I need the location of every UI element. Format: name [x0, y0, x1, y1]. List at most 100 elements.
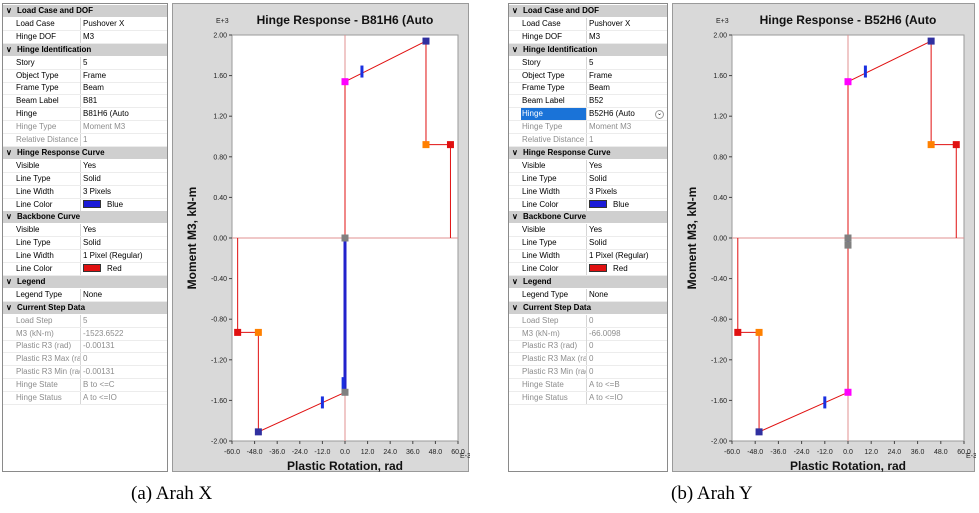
- property-row-object-type[interactable]: Object Type Frame: [509, 70, 667, 83]
- property-value[interactable]: Yes: [83, 224, 165, 236]
- property-row-line-color[interactable]: Line Color Blue: [509, 199, 667, 212]
- section-header-hinge-identification[interactable]: ∨ Hinge Identification: [509, 44, 667, 56]
- property-row-story[interactable]: Story 5: [3, 57, 167, 70]
- chevron-down-icon[interactable]: ∨: [6, 302, 12, 314]
- section-header-legend[interactable]: ∨ Legend: [509, 276, 667, 288]
- property-value[interactable]: 5: [83, 57, 165, 69]
- property-row-line-type[interactable]: Line Type Solid: [509, 237, 667, 250]
- chevron-down-icon[interactable]: ∨: [6, 276, 12, 288]
- property-value[interactable]: B81H6 (Auto: [83, 108, 165, 120]
- property-value[interactable]: 1 Pixel (Regular): [83, 250, 165, 262]
- property-row-hinge-dof[interactable]: Hinge DOF M3: [509, 31, 667, 44]
- property-row-beam-label[interactable]: Beam Label B52: [509, 95, 667, 108]
- section-header-hinge-identification[interactable]: ∨ Hinge Identification: [3, 44, 167, 56]
- section-title: Legend: [17, 276, 45, 288]
- section-header-legend[interactable]: ∨ Legend: [3, 276, 167, 288]
- property-row-frame-type[interactable]: Frame Type Beam: [3, 82, 167, 95]
- property-row-hinge-dof[interactable]: Hinge DOF M3: [3, 31, 167, 44]
- hinge-response-chart[interactable]: Hinge Response - B81H6 (Auto E+3 E-3 2.00 1.…: [172, 3, 469, 472]
- property-value[interactable]: Red: [589, 263, 665, 275]
- property-row-line-type[interactable]: Line Type Solid: [3, 237, 167, 250]
- property-value[interactable]: Yes: [589, 224, 665, 236]
- property-value[interactable]: 5: [589, 57, 665, 69]
- property-row-hinge[interactable]: Hinge B52H6 (Auto ⌄: [509, 108, 667, 121]
- property-row-object-type[interactable]: Object Type Frame: [3, 70, 167, 83]
- property-value[interactable]: 3 Pixels: [589, 186, 665, 198]
- property-row-line-color[interactable]: Line Color Red: [3, 263, 167, 276]
- property-value[interactable]: Beam: [589, 82, 665, 94]
- properties-grid[interactable]: ∨ Load Case and DOF Load Case Pushover X Hin…: [508, 3, 668, 472]
- color-swatch[interactable]: [589, 264, 607, 272]
- property-value[interactable]: Solid: [589, 237, 665, 249]
- property-value[interactable]: Solid: [589, 173, 665, 185]
- property-row-visible[interactable]: Visible Yes: [3, 224, 167, 237]
- property-row-load-case[interactable]: Load Case Pushover X: [3, 18, 167, 31]
- property-value[interactable]: Blue: [589, 199, 665, 211]
- property-row-line-color[interactable]: Line Color Red: [509, 263, 667, 276]
- property-value[interactable]: B81: [83, 95, 165, 107]
- property-row-line-width[interactable]: Line Width 3 Pixels: [3, 186, 167, 199]
- property-value[interactable]: None: [83, 289, 165, 301]
- property-value[interactable]: M3: [83, 31, 165, 43]
- property-value[interactable]: None: [589, 289, 665, 301]
- property-row-line-color[interactable]: Line Color Blue: [3, 199, 167, 212]
- property-row-line-width[interactable]: Line Width 3 Pixels: [509, 186, 667, 199]
- chevron-down-icon[interactable]: ∨: [6, 211, 12, 223]
- section-header-load-case-and-dof[interactable]: ∨ Load Case and DOF: [509, 5, 667, 17]
- property-value[interactable]: Pushover X: [83, 18, 165, 30]
- section-header-backbone-curve[interactable]: ∨ Backbone Curve: [509, 211, 667, 223]
- property-value[interactable]: Blue: [83, 199, 165, 211]
- hinge-response-chart[interactable]: Hinge Response - B52H6 (Auto E+3 E-3 2.00 1.…: [672, 3, 975, 472]
- property-row-hinge[interactable]: Hinge B81H6 (Auto: [3, 108, 167, 121]
- chevron-down-icon[interactable]: ∨: [512, 302, 518, 314]
- property-value[interactable]: 3 Pixels: [83, 186, 165, 198]
- properties-grid[interactable]: ∨ Load Case and DOF Load Case Pushover X Hin…: [2, 3, 168, 472]
- color-swatch[interactable]: [83, 200, 101, 208]
- property-value[interactable]: Frame: [589, 70, 665, 82]
- chevron-down-icon[interactable]: ∨: [512, 276, 518, 288]
- property-row-visible[interactable]: Visible Yes: [509, 224, 667, 237]
- section-header-current-step-data[interactable]: ∨ Current Step Data: [3, 302, 167, 314]
- chevron-down-icon[interactable]: ∨: [512, 147, 518, 159]
- section-header-current-step-data[interactable]: ∨ Current Step Data: [509, 302, 667, 314]
- property-value[interactable]: Beam: [83, 82, 165, 94]
- property-row-load-case[interactable]: Load Case Pushover X: [509, 18, 667, 31]
- property-row-legend-type[interactable]: Legend Type None: [3, 289, 167, 302]
- property-row-frame-type[interactable]: Frame Type Beam: [509, 82, 667, 95]
- chevron-down-icon[interactable]: ∨: [6, 147, 12, 159]
- chevron-down-icon[interactable]: ∨: [6, 5, 12, 17]
- property-value[interactable]: B52H6 (Auto: [589, 108, 665, 120]
- chevron-down-icon[interactable]: ∨: [512, 211, 518, 223]
- property-row-visible[interactable]: Visible Yes: [509, 160, 667, 173]
- section-header-hinge-response-curve[interactable]: ∨ Hinge Response Curve: [509, 147, 667, 159]
- chevron-down-icon[interactable]: ∨: [512, 44, 518, 56]
- property-row-visible[interactable]: Visible Yes: [3, 160, 167, 173]
- point-marker-origin: [342, 235, 349, 242]
- property-value[interactable]: 1 Pixel (Regular): [589, 250, 665, 262]
- section-header-hinge-response-curve[interactable]: ∨ Hinge Response Curve: [3, 147, 167, 159]
- chevron-down-icon[interactable]: ∨: [6, 44, 12, 56]
- property-value[interactable]: Frame: [83, 70, 165, 82]
- property-row-legend-type[interactable]: Legend Type None: [509, 289, 667, 302]
- section-header-load-case-and-dof[interactable]: ∨ Load Case and DOF: [3, 5, 167, 17]
- section-title: Hinge Identification: [17, 44, 91, 56]
- property-value[interactable]: M3: [589, 31, 665, 43]
- property-value[interactable]: Red: [83, 263, 165, 275]
- property-row-beam-label[interactable]: Beam Label B81: [3, 95, 167, 108]
- property-value[interactable]: Pushover X: [589, 18, 665, 30]
- property-value[interactable]: Solid: [83, 237, 165, 249]
- chevron-down-icon[interactable]: ∨: [512, 5, 518, 17]
- color-swatch[interactable]: [83, 264, 101, 272]
- property-value[interactable]: Yes: [83, 160, 165, 172]
- section-header-backbone-curve[interactable]: ∨ Backbone Curve: [3, 211, 167, 223]
- point-marker-d: [255, 329, 262, 336]
- property-row-line-type[interactable]: Line Type Solid: [3, 173, 167, 186]
- property-value[interactable]: Solid: [83, 173, 165, 185]
- property-row-line-type[interactable]: Line Type Solid: [509, 173, 667, 186]
- property-value[interactable]: Yes: [589, 160, 665, 172]
- property-row-line-width[interactable]: Line Width 1 Pixel (Regular): [3, 250, 167, 263]
- property-value[interactable]: B52: [589, 95, 665, 107]
- color-swatch[interactable]: [589, 200, 607, 208]
- property-row-line-width[interactable]: Line Width 1 Pixel (Regular): [509, 250, 667, 263]
- property-row-story[interactable]: Story 5: [509, 57, 667, 70]
